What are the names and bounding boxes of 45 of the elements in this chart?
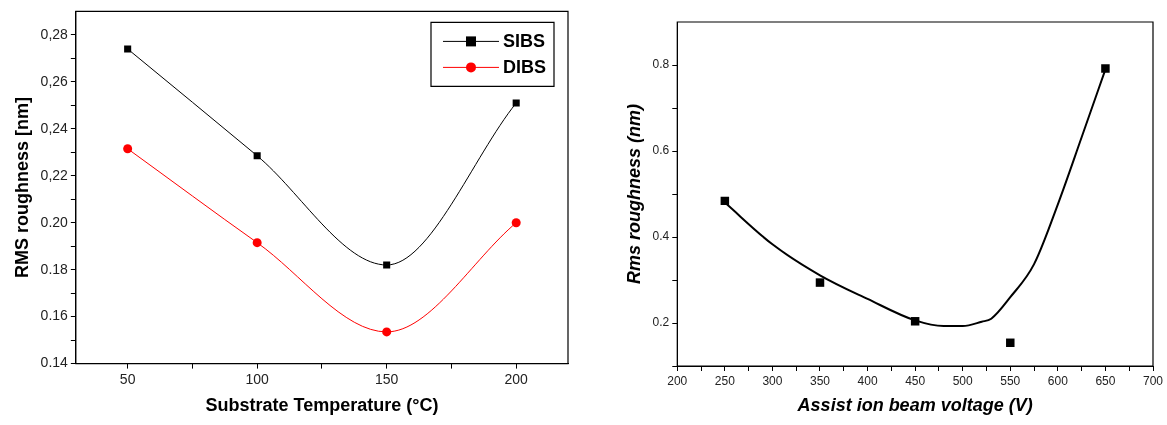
y-tick-label: 0.6 bbox=[652, 143, 670, 158]
point bbox=[252, 238, 262, 248]
y-axis-title: Rms roughness (nm) bbox=[623, 103, 644, 285]
point bbox=[383, 261, 391, 269]
y-tick-label: 0.16 bbox=[40, 307, 69, 324]
point bbox=[124, 45, 132, 53]
y-tick-label: 0,22 bbox=[40, 166, 69, 183]
y-tick-label: 0,28 bbox=[40, 25, 69, 42]
point bbox=[123, 144, 133, 154]
legend-label: DIBS bbox=[503, 57, 547, 78]
x-tick-label: 350 bbox=[809, 373, 831, 388]
x-tick-label: 550 bbox=[1000, 373, 1021, 388]
point bbox=[1006, 338, 1015, 348]
y-tick-label: 0.18 bbox=[40, 260, 69, 277]
y-tick-label: 0.8 bbox=[652, 57, 670, 72]
y-tick-label: 0.2 bbox=[652, 315, 670, 330]
y-axis-title: RMS roughness [nm] bbox=[11, 96, 32, 279]
x-tick-label: 200 bbox=[504, 370, 529, 387]
x-tick-label: 500 bbox=[952, 373, 974, 388]
x-tick-label: 200 bbox=[667, 373, 688, 388]
point bbox=[382, 327, 392, 337]
x-axis-title: Assist ion beam voltage (V) bbox=[796, 395, 1033, 416]
x-tick-label: 300 bbox=[762, 373, 783, 388]
point bbox=[511, 218, 521, 228]
point bbox=[1101, 64, 1110, 73]
x-tick-label: 650 bbox=[1095, 373, 1116, 388]
point bbox=[512, 99, 520, 107]
x-axis-title: Substrate Temperature (°C) bbox=[205, 395, 439, 416]
y-tick-label: 0.14 bbox=[40, 354, 69, 371]
y-tick-label: 0,24 bbox=[40, 119, 69, 136]
x-tick-label: 150 bbox=[375, 370, 399, 387]
x-tick-label: 450 bbox=[905, 373, 926, 388]
y-tick-label: 0.4 bbox=[652, 229, 670, 244]
x-tick-label: 600 bbox=[1047, 373, 1069, 388]
x-tick-label: 50 bbox=[119, 370, 136, 387]
point bbox=[253, 152, 261, 160]
x-tick-label: 250 bbox=[714, 373, 736, 388]
x-tick-label: 700 bbox=[1142, 373, 1164, 388]
legend-label: SIBS bbox=[503, 31, 546, 52]
point bbox=[910, 317, 920, 326]
x-tick-label: 100 bbox=[245, 370, 270, 387]
x-tick-label: 400 bbox=[857, 373, 878, 388]
y-tick-label: 0.20 bbox=[40, 213, 69, 230]
point bbox=[815, 278, 825, 287]
y-tick-label: 0,26 bbox=[40, 72, 69, 89]
